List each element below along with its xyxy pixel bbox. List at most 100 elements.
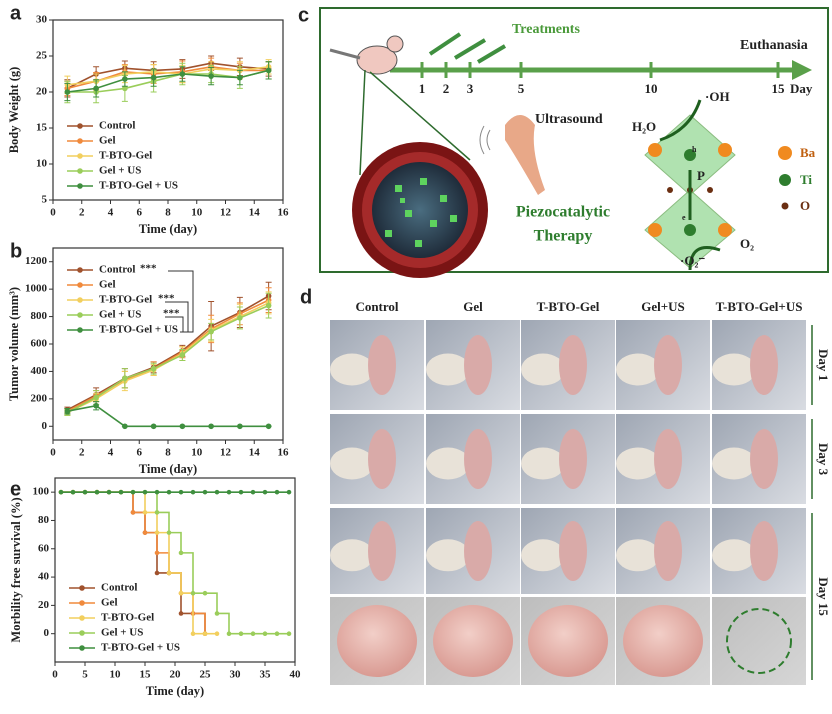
marker bbox=[166, 530, 172, 535]
marker bbox=[154, 510, 160, 515]
hand bbox=[616, 539, 660, 572]
column-header: Gel+US bbox=[641, 299, 685, 314]
day-label: 3 bbox=[467, 81, 474, 96]
marker bbox=[64, 408, 71, 415]
marker bbox=[190, 590, 196, 596]
legend-marker bbox=[79, 600, 85, 606]
marker bbox=[130, 510, 136, 515]
marker bbox=[179, 71, 186, 77]
marker bbox=[202, 590, 208, 596]
tumor bbox=[337, 605, 417, 677]
legend-text: T-BTO-Gel bbox=[101, 612, 154, 624]
marker bbox=[166, 489, 172, 495]
y-tick-label: 10 bbox=[36, 158, 48, 170]
day-unit: Day bbox=[790, 81, 813, 96]
legend-text: T-BTO-Gel + US bbox=[101, 642, 180, 654]
marker bbox=[122, 76, 128, 82]
legend-marker bbox=[79, 645, 85, 651]
chart: e 0 20 40 60 80 100 0 5 10 15 20 25 30 35 40 Time (day) M… bbox=[9, 477, 302, 698]
legend-marker bbox=[77, 282, 83, 288]
x-tick-label: 10 bbox=[191, 207, 203, 219]
photo-grid: d Control Gel T-BTO-Gel Gel+US T-BTO-Gel+US D… bbox=[300, 286, 831, 685]
legend-text: Gel + US bbox=[99, 165, 141, 177]
marker bbox=[150, 74, 157, 81]
day-label: 15 bbox=[772, 81, 786, 96]
tumor bbox=[528, 605, 608, 677]
marker bbox=[274, 489, 280, 495]
legend-text: T-BTO-Gel + US bbox=[99, 180, 178, 192]
marker bbox=[179, 423, 186, 430]
marker bbox=[118, 489, 124, 495]
treatment-arrows bbox=[428, 32, 507, 64]
column-header: T-BTO-Gel+US bbox=[716, 299, 803, 314]
legend-text: T-BTO-Gel + US bbox=[99, 324, 178, 336]
schematic: c 1 2 3 5 10 15 Day Treatments Euthanasi… bbox=[298, 4, 829, 278]
y-tick-label: 15 bbox=[36, 122, 48, 134]
mouse bbox=[750, 335, 778, 395]
euthanasia-label: Euthanasia bbox=[740, 38, 808, 53]
day-label: 2 bbox=[443, 81, 450, 96]
species: ·OH bbox=[705, 89, 730, 104]
x-axis-label: Time (day) bbox=[139, 462, 197, 476]
y-tick-label: 200 bbox=[31, 392, 48, 404]
marker bbox=[154, 530, 160, 535]
day-ticks bbox=[420, 62, 780, 78]
marker bbox=[202, 489, 208, 495]
legend-marker bbox=[79, 585, 85, 591]
mouse bbox=[368, 429, 396, 489]
marker bbox=[190, 489, 196, 495]
x-tick-label: 0 bbox=[52, 669, 58, 681]
marker bbox=[150, 423, 157, 430]
y-tick-label: 80 bbox=[38, 514, 50, 526]
y-axis-label: Body Weight (g) bbox=[7, 67, 21, 154]
marker bbox=[208, 328, 214, 335]
marker bbox=[70, 489, 76, 495]
y-axis-label: Morbility free survival (%) bbox=[9, 497, 23, 642]
y-tick-label: 0 bbox=[42, 420, 48, 432]
marker bbox=[262, 489, 268, 495]
marker bbox=[214, 611, 220, 616]
frame bbox=[319, 7, 829, 273]
x-tick-label: 40 bbox=[290, 669, 302, 681]
legend-marker bbox=[77, 153, 83, 159]
mouse bbox=[750, 429, 778, 489]
legend-marker bbox=[77, 297, 83, 303]
x-tick-label: 12 bbox=[220, 447, 232, 459]
marker bbox=[179, 352, 186, 358]
x-tick-label: 4 bbox=[108, 447, 114, 459]
marker bbox=[178, 611, 184, 616]
marker bbox=[93, 394, 99, 401]
hand bbox=[330, 447, 374, 480]
x-tick-label: 20 bbox=[170, 669, 182, 681]
marker bbox=[154, 489, 160, 495]
step-line bbox=[61, 491, 289, 635]
panel-label: a bbox=[10, 2, 22, 24]
panel-label: c bbox=[298, 4, 309, 26]
y-tick-label: 1000 bbox=[25, 283, 48, 295]
marker bbox=[262, 631, 268, 636]
y-tick-label: 5 bbox=[42, 194, 48, 206]
x-tick-label: 16 bbox=[278, 207, 290, 219]
series-line bbox=[67, 62, 269, 90]
series-line bbox=[67, 295, 270, 411]
y-tick-label: 400 bbox=[31, 365, 48, 377]
marker bbox=[94, 489, 100, 495]
legend-text: Gel + US bbox=[99, 309, 141, 321]
marker bbox=[166, 570, 172, 576]
mouse bbox=[750, 521, 778, 581]
marker bbox=[226, 489, 232, 495]
crystal bbox=[644, 99, 736, 271]
x-tick-label: 10 bbox=[191, 447, 203, 459]
marker bbox=[122, 375, 128, 382]
marker bbox=[142, 489, 148, 495]
legend-text: O bbox=[800, 198, 810, 213]
marker bbox=[178, 590, 184, 596]
legend-text: Control bbox=[99, 264, 135, 276]
mouse bbox=[464, 521, 492, 581]
mouse bbox=[464, 335, 492, 395]
panel-label: e bbox=[10, 478, 21, 500]
mouse bbox=[654, 521, 682, 581]
marker bbox=[286, 489, 292, 495]
mouse bbox=[559, 335, 587, 395]
x-tick-label: 2 bbox=[79, 207, 85, 219]
